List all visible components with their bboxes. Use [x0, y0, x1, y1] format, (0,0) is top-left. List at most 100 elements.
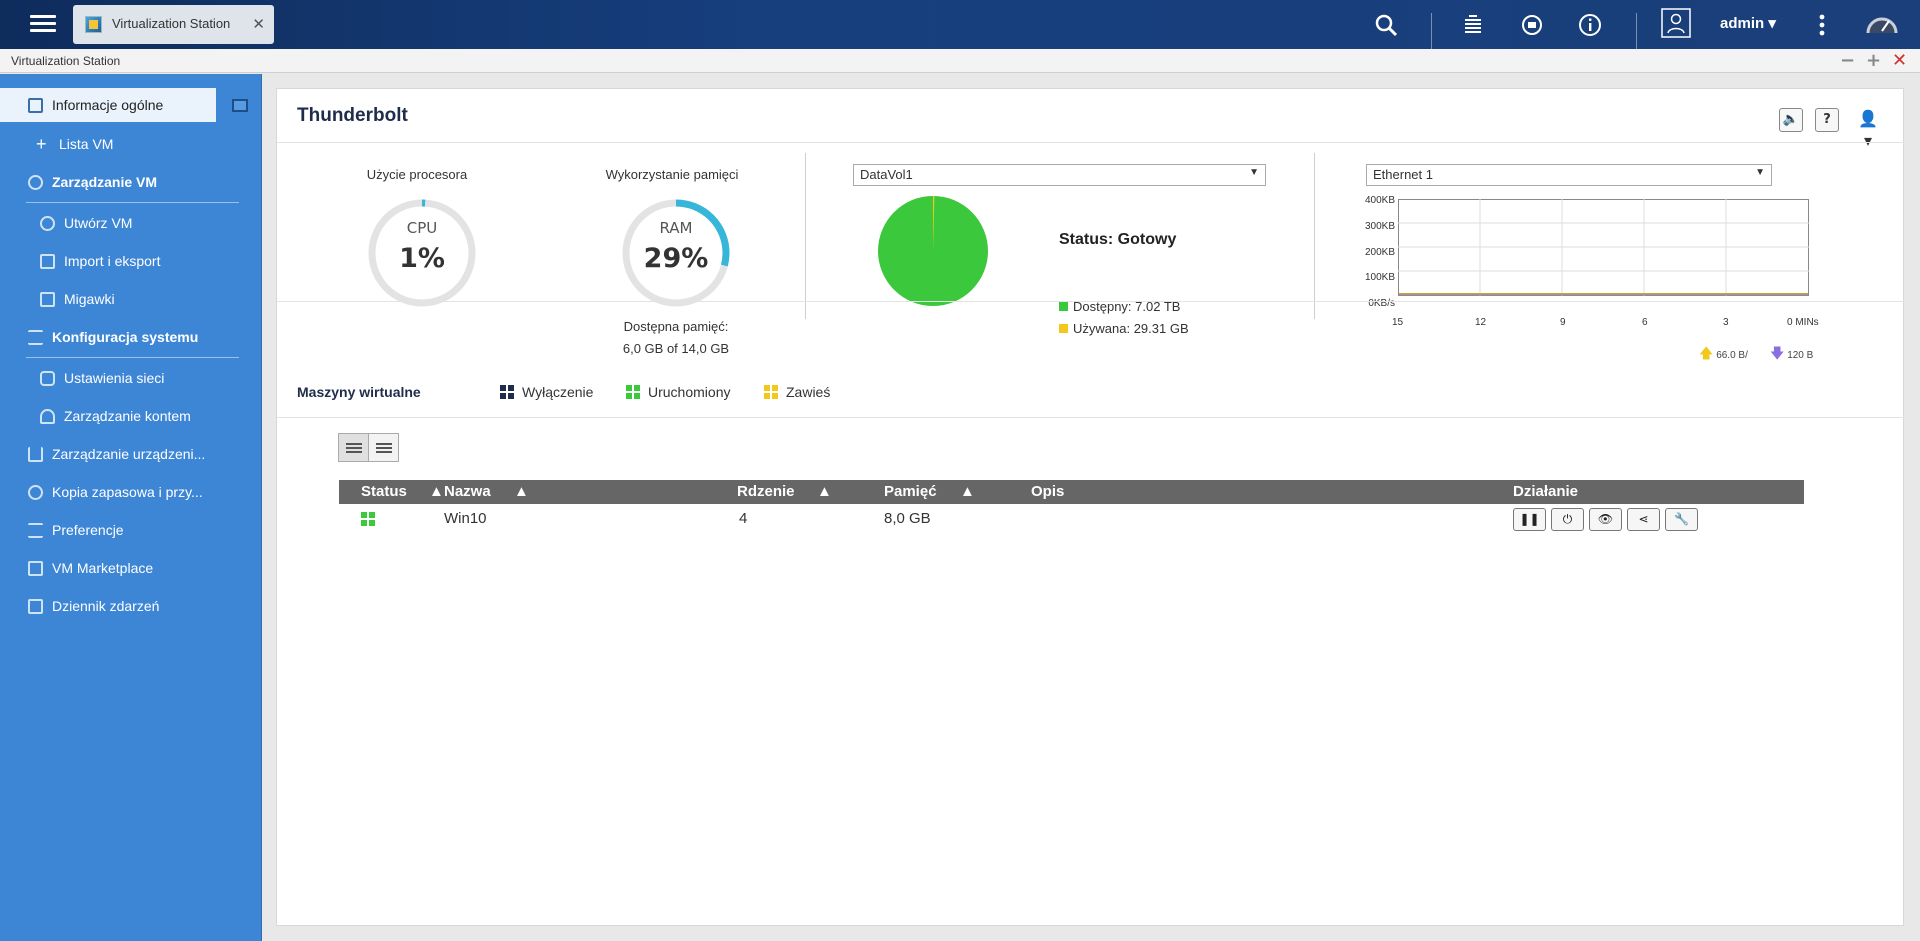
y-tick: 400KB: [1364, 195, 1395, 206]
table-row[interactable]: Win10 4 8,0 GB ❚❚ ⏻ 👁 ⋖ 🔧: [339, 505, 1804, 533]
x-tick: 3: [1723, 317, 1729, 328]
legend-swatch: [1059, 302, 1068, 311]
window-title: Virtualization Station: [11, 54, 121, 68]
close-window-icon[interactable]: ✕: [1892, 50, 1908, 71]
sidebar-item-label: VM Marketplace: [52, 560, 154, 576]
legend-available-text: Dostępny: 7.02 TB: [1073, 299, 1181, 314]
power-button[interactable]: ⏻: [1551, 508, 1584, 531]
sort-asc-icon[interactable]: ▲: [817, 483, 832, 500]
x-tick: 6: [1642, 317, 1648, 328]
divider: [277, 417, 1905, 418]
x-tick: 0 MINs: [1787, 317, 1819, 328]
sidebar-item-label: Import i eksport: [64, 253, 161, 269]
sidebar-item-vm-management[interactable]: Zarządzanie VM: [0, 165, 262, 199]
sidebar-item-vm-list[interactable]: + Lista VM: [0, 127, 262, 161]
sidebar-item-device-management[interactable]: Zarządzanie urządzeni...: [0, 437, 262, 471]
sidebar-item-create-vm[interactable]: Utwórz VM: [0, 206, 262, 240]
sidebar-item-vm-marketplace[interactable]: VM Marketplace: [0, 551, 262, 585]
sidebar-item-label: Informacje ogólne: [52, 97, 164, 113]
sidebar-item-system-config[interactable]: Konfiguracja systemu: [0, 320, 262, 354]
database-icon: [40, 371, 55, 386]
divider: [277, 301, 1905, 302]
sidebar-item-import-export[interactable]: Import i eksport: [0, 244, 262, 278]
sidebar-item-label: Migawki: [64, 291, 115, 307]
menu-icon[interactable]: [30, 12, 56, 36]
download-rate-value: 120 B: [1787, 350, 1814, 361]
sidebar-item-overview[interactable]: Informacje ogólne: [0, 88, 216, 122]
share-button[interactable]: ⋖: [1627, 508, 1660, 531]
sliders-icon: [28, 330, 43, 345]
user-avatar-icon[interactable]: [1661, 8, 1691, 38]
download-arrow-icon: 🡇: [1770, 345, 1785, 361]
legend-suspended-label: Zawieś: [786, 384, 831, 400]
network-adapter-value: Ethernet 1: [1373, 167, 1433, 182]
user-menu-icon[interactable]: 👤▾: [1858, 109, 1878, 150]
username-menu[interactable]: admin ▾: [1720, 15, 1776, 32]
settings-wrench-button[interactable]: 🔧: [1665, 508, 1698, 531]
divider: [26, 357, 239, 358]
maximize-icon[interactable]: +: [1866, 50, 1882, 71]
legend-running: Uruchomiony: [626, 384, 730, 400]
app-tab[interactable]: Virtualization Station ✕: [73, 5, 274, 44]
legend-running-label: Uruchomiony: [648, 384, 731, 400]
sidebar-item-label: Utwórz VM: [64, 215, 133, 231]
column-description: Opis: [1031, 483, 1065, 500]
sidebar-item-label: Konfiguracja systemu: [52, 329, 199, 345]
sync-icon[interactable]: [1519, 12, 1545, 38]
column-memory[interactable]: Pamięć: [884, 483, 937, 500]
sidebar-item-label: Preferencje: [52, 522, 124, 538]
network-traffic-chart: [1398, 199, 1809, 296]
volume-select-value: DataVol1: [860, 167, 913, 182]
console-view-button[interactable]: 👁: [1589, 508, 1622, 531]
create-vm-icon: [40, 216, 55, 231]
backup-icon: [28, 485, 43, 500]
stack-icon[interactable]: [1460, 12, 1486, 38]
more-options-icon[interactable]: [1809, 12, 1835, 38]
x-tick: 15: [1392, 317, 1404, 328]
sidebar-toggle-icon[interactable]: [232, 99, 248, 112]
sidebar-item-label: Zarządzanie urządzeni...: [52, 446, 206, 462]
divider: [26, 202, 239, 203]
sort-asc-icon[interactable]: ▲: [960, 483, 975, 500]
vm-name[interactable]: Win10: [444, 510, 487, 527]
sidebar-item-event-log[interactable]: Dziennik zdarzeń: [0, 589, 262, 623]
vm-cluster-icon: [28, 175, 43, 190]
sidebar-item-account-management[interactable]: Zarządzanie kontem: [0, 399, 262, 433]
storage-status: Status: Gotowy: [1059, 231, 1177, 248]
column-cores[interactable]: Rdzenie: [737, 483, 795, 500]
pause-button[interactable]: ❚❚: [1513, 508, 1546, 531]
search-icon[interactable]: [1373, 12, 1399, 38]
sidebar-item-label: Kopia zapasowa i przy...: [52, 484, 203, 500]
app-tab-title: Virtualization Station: [112, 16, 231, 31]
sidebar-item-snapshots[interactable]: Migawki: [0, 282, 262, 316]
detail-view-button[interactable]: [338, 433, 369, 462]
column-status[interactable]: Status: [361, 483, 407, 500]
divider: [1314, 153, 1315, 319]
help-icon[interactable]: ?: [1815, 108, 1839, 132]
minimize-icon[interactable]: −: [1840, 50, 1856, 71]
network-adapter-select[interactable]: Ethernet 1 ▼: [1366, 164, 1772, 186]
cpu-gauge: [368, 199, 476, 307]
divider: [1636, 13, 1637, 49]
list-view-button[interactable]: [368, 433, 399, 462]
username: admin: [1720, 15, 1765, 32]
dashboard-gauge-icon[interactable]: [1864, 9, 1900, 39]
sidebar-item-backup[interactable]: Kopia zapasowa i przy...: [0, 475, 262, 509]
column-name[interactable]: Nazwa: [444, 483, 491, 500]
upload-rate-value: 66.0 B/: [1716, 350, 1748, 361]
y-tick: 0KB/s: [1368, 298, 1395, 309]
sidebar-item-preferences[interactable]: Preferencje: [0, 513, 262, 547]
sort-asc-icon[interactable]: ▲: [514, 483, 529, 500]
volume-select[interactable]: DataVol1 ▼: [853, 164, 1266, 186]
download-rate: 🡇 120 B: [1770, 343, 1813, 367]
y-tick: 300KB: [1364, 221, 1395, 232]
info-icon[interactable]: [1577, 12, 1603, 38]
sidebar-item-network-settings[interactable]: Ustawienia sieci: [0, 361, 262, 395]
x-tick: 12: [1475, 317, 1487, 328]
sidebar-item-label: Dziennik zdarzeń: [52, 598, 160, 614]
x-tick: 9: [1560, 317, 1566, 328]
speaker-icon[interactable]: 🔈: [1779, 108, 1803, 132]
close-tab-icon[interactable]: ✕: [252, 15, 265, 33]
sort-asc-icon[interactable]: ▲: [429, 483, 444, 500]
ram-gauge-fill: [622, 199, 730, 307]
